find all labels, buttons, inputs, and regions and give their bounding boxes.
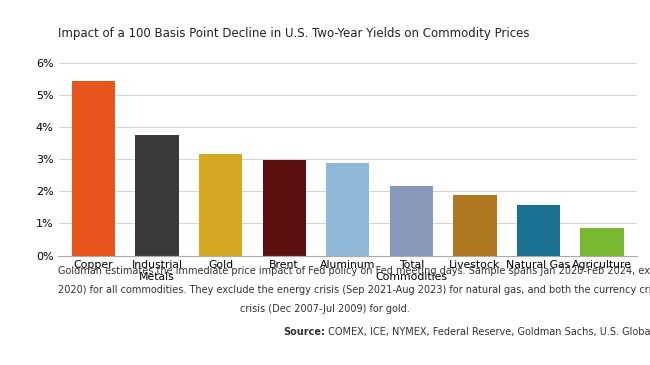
- Bar: [390, 186, 433, 256]
- Bar: [517, 205, 560, 256]
- Text: Impact of a 100 Basis Point Decline in U.S. Two-Year Yields on Commodity Prices: Impact of a 100 Basis Point Decline in U…: [58, 27, 530, 40]
- Text: crisis (Dec 2007-Jul 2009) for gold.: crisis (Dec 2007-Jul 2009) for gold.: [240, 304, 410, 314]
- Bar: [72, 81, 115, 256]
- Bar: [580, 228, 623, 255]
- Bar: [135, 135, 179, 256]
- Bar: [263, 160, 306, 256]
- Text: Source:: Source:: [283, 327, 325, 337]
- Bar: [453, 195, 497, 255]
- Text: Goldman estimates the immediate price impact of Fed policy on Fed meeting days. : Goldman estimates the immediate price im…: [58, 266, 650, 276]
- Text: COMEX, ICE, NYMEX, Federal Reserve, Goldman Sachs, U.S. Global Investors: COMEX, ICE, NYMEX, Federal Reserve, Gold…: [325, 327, 650, 337]
- Text: 2020) for all commodities. They exclude the energy crisis (Sep 2021-Aug 2023) fo: 2020) for all commodities. They exclude …: [58, 285, 650, 295]
- Bar: [199, 154, 242, 256]
- Bar: [326, 163, 369, 256]
